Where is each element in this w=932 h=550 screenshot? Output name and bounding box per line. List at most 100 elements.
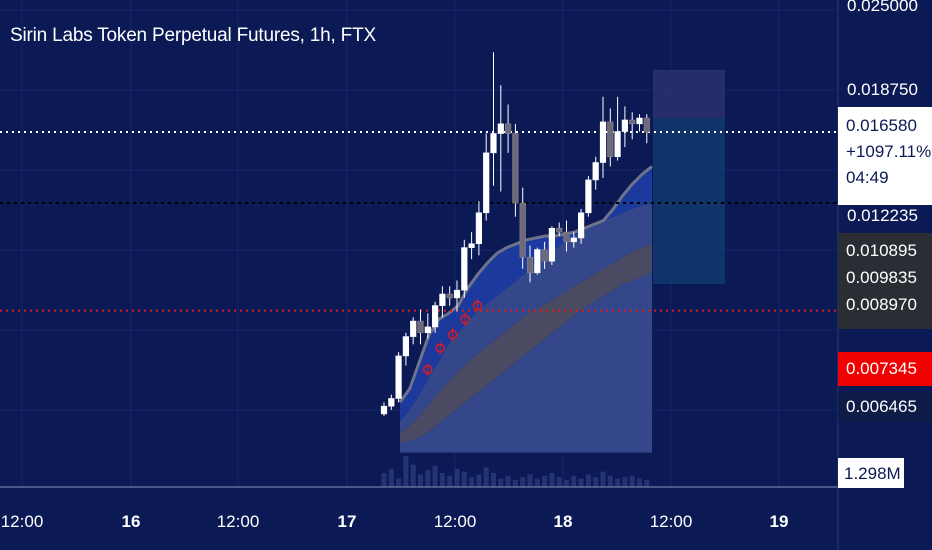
time-axis-tick: 12:00 [0,512,44,531]
candle-up[interactable] [475,212,483,245]
candle-up[interactable] [453,289,461,299]
volume-bar [527,474,533,487]
time-axis-tick: 12:00 [216,512,260,531]
ribbon-core-band [400,243,652,443]
candle-down[interactable] [526,256,534,274]
volume-bar [388,468,394,487]
volume-bar [578,478,584,487]
volume-bar [432,466,438,487]
volume-bar [593,477,599,487]
candle-down[interactable] [519,202,526,258]
price-axis-tick: 0.012235 [847,206,918,225]
time-axis-tick: 18 [553,512,573,531]
volume-label: 1.298M [838,458,904,488]
candle-down[interactable] [607,121,614,158]
candle-up[interactable] [534,249,541,274]
candle-up[interactable] [388,398,395,407]
candle-down[interactable] [512,133,519,204]
candle-up[interactable] [468,243,475,248]
candle-up[interactable] [585,179,592,214]
volume-bar [542,475,548,487]
volume-bar [483,467,489,487]
volume-bar [549,473,555,487]
volume-bar [381,473,387,487]
volume-bar [607,475,613,487]
candles[interactable] [380,52,650,416]
volume-bar [534,478,540,487]
volume-bar [425,470,431,487]
candle-down[interactable] [563,231,570,243]
volume-bar [447,475,453,487]
ribbon-indicator [398,165,653,453]
candle-down[interactable] [541,249,548,262]
red-line-label: 0.007345 [838,352,932,386]
current-price-value: 0.016580 [846,116,917,135]
candle-down[interactable] [446,293,453,299]
candle-down[interactable] [504,123,512,134]
candle-down[interactable] [556,227,563,233]
volume-bar [520,477,526,487]
time-axis-tick: 19 [769,512,789,531]
candle-up[interactable] [497,123,504,134]
volume-bar [418,474,423,487]
candle-up[interactable] [548,227,555,262]
volume-bar [410,464,416,487]
ribbon-base-band [400,272,652,453]
price-axis-tick: 0.018750 [847,80,918,99]
candle-up[interactable] [490,133,497,154]
candle-up[interactable] [461,247,468,291]
volume-bars [381,456,650,487]
bar-countdown: 04:49 [846,168,889,187]
volume-bar [461,471,467,487]
candle-up[interactable] [621,119,628,132]
candle-up[interactable] [395,355,402,399]
price-axis-tick: 0.025000 [847,0,918,15]
candle-down[interactable] [629,119,636,125]
volume-bar [600,471,606,487]
position-target-zone[interactable] [653,118,725,284]
volume-bar [498,478,504,487]
candle-up[interactable] [439,293,446,306]
candle-up[interactable] [599,121,607,163]
chart-title: Sirin Labs Token Perpetual Futures, 1h, … [10,25,376,46]
volume-bar [637,478,642,487]
candle-up[interactable] [570,237,577,243]
candle-up[interactable] [636,117,643,125]
indicator-label: 0.009835 [846,268,917,287]
price-lines [0,130,838,312]
volume-bar [622,477,628,487]
volume-bar [556,477,562,487]
candle-up[interactable] [592,162,599,181]
volume-bar [512,480,518,487]
position-box[interactable] [653,70,725,284]
candle-up[interactable] [431,305,439,328]
volume-bar [439,473,445,487]
volume-bar [505,475,511,487]
volume-bar [403,456,409,487]
signal-markers [423,298,483,377]
lower-price-label: 0.006465 [838,392,932,422]
volume-bar [476,474,482,487]
candle-up[interactable] [614,131,621,158]
candle-down[interactable] [417,320,424,334]
candle-up[interactable] [483,152,490,214]
position-stop-zone[interactable] [653,70,725,118]
time-axis-tick: 12:00 [433,512,477,531]
volume-bar [615,478,621,487]
candle-up[interactable] [577,212,585,239]
candle-up[interactable] [410,320,417,337]
volume-bar [491,473,496,487]
candle-up[interactable] [402,336,410,357]
ribbon-inner-band [400,203,652,434]
volume-bar [564,480,569,487]
indicator-label: 0.008970 [846,295,917,314]
time-axis-tick: 16 [121,512,141,531]
candle-down[interactable] [643,117,650,133]
volume-bar [396,478,402,487]
volume-bar [469,477,475,487]
candle-up[interactable] [424,326,431,334]
candle-up[interactable] [380,405,388,415]
current-price-bubble: 0.016580 +1097.11% 04:49 [838,107,932,205]
indicator-labels-bubble: 0.010895 0.009835 0.008970 [838,233,932,329]
